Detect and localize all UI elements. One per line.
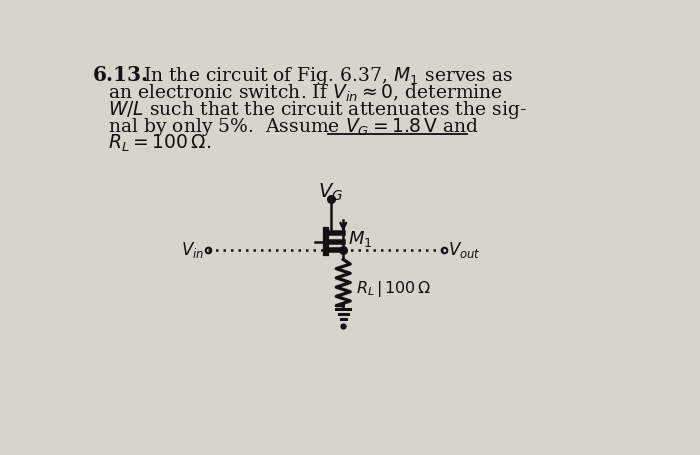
Text: $V_{out}$: $V_{out}$	[448, 240, 481, 260]
Text: an electronic switch. If $V_{in} \approx 0$, determine: an electronic switch. If $V_{in} \approx…	[108, 82, 503, 104]
Text: $M_1$: $M_1$	[348, 228, 372, 248]
Text: $W/L$ such that the circuit attenuates the sig-: $W/L$ such that the circuit attenuates t…	[108, 99, 527, 121]
Text: nal by only 5%.  Assume $V_G = 1.8\,\mathrm{V}$ and: nal by only 5%. Assume $V_G = 1.8\,\math…	[108, 116, 480, 138]
Text: $V_G$: $V_G$	[318, 182, 344, 203]
Text: $V_{in}$: $V_{in}$	[181, 240, 204, 260]
Text: 6.13.: 6.13.	[93, 66, 149, 86]
Text: $R_L = 100\,\Omega.$: $R_L = 100\,\Omega.$	[108, 133, 211, 154]
Text: In the circuit of Fig. 6.37, $M_1$ serves as: In the circuit of Fig. 6.37, $M_1$ serve…	[144, 66, 514, 87]
Text: $R_L\,|\,100\,\Omega$: $R_L\,|\,100\,\Omega$	[356, 278, 430, 298]
